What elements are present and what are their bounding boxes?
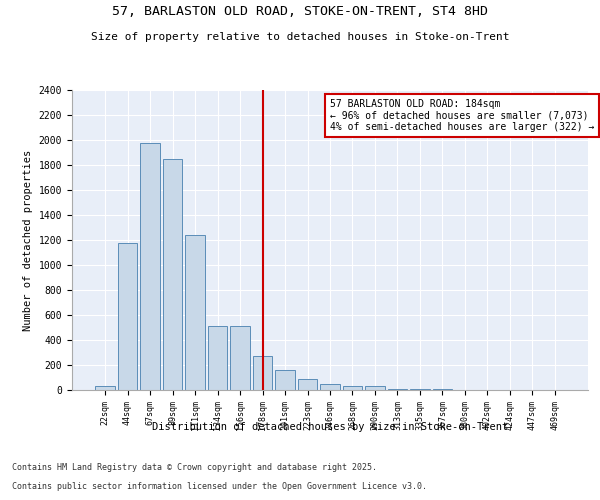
Bar <box>343 386 362 390</box>
Bar <box>230 326 250 390</box>
Bar <box>365 386 385 390</box>
Bar <box>185 235 205 390</box>
Bar <box>140 143 160 390</box>
Bar <box>275 370 295 390</box>
Bar <box>298 379 317 390</box>
Text: Size of property relative to detached houses in Stoke-on-Trent: Size of property relative to detached ho… <box>91 32 509 42</box>
Bar <box>163 159 182 390</box>
Text: Contains public sector information licensed under the Open Government Licence v3: Contains public sector information licen… <box>12 482 427 491</box>
Bar <box>208 326 227 390</box>
Bar <box>118 243 137 390</box>
Bar <box>95 386 115 390</box>
Bar <box>253 356 272 390</box>
Bar <box>388 389 407 390</box>
Text: Contains HM Land Registry data © Crown copyright and database right 2025.: Contains HM Land Registry data © Crown c… <box>12 464 377 472</box>
Y-axis label: Number of detached properties: Number of detached properties <box>23 150 33 330</box>
Text: 57, BARLASTON OLD ROAD, STOKE-ON-TRENT, ST4 8HD: 57, BARLASTON OLD ROAD, STOKE-ON-TRENT, … <box>112 5 488 18</box>
Text: 57 BARLASTON OLD ROAD: 184sqm
← 96% of detached houses are smaller (7,073)
4% of: 57 BARLASTON OLD ROAD: 184sqm ← 96% of d… <box>330 99 595 132</box>
Text: Distribution of detached houses by size in Stoke-on-Trent: Distribution of detached houses by size … <box>152 422 508 432</box>
Bar <box>320 384 340 390</box>
